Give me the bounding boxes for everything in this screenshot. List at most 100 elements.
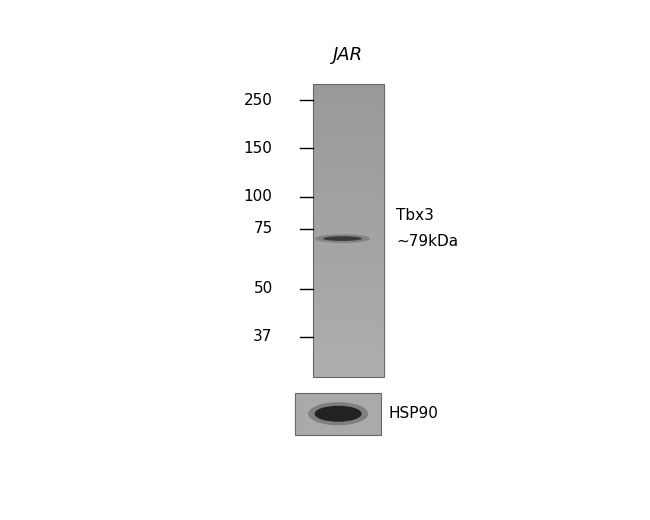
Bar bbox=[313, 148, 384, 150]
Bar bbox=[313, 224, 384, 226]
Bar bbox=[313, 362, 384, 363]
Bar bbox=[313, 331, 384, 333]
Bar bbox=[313, 199, 384, 200]
Bar bbox=[313, 132, 384, 133]
Bar bbox=[313, 272, 384, 274]
Bar bbox=[313, 350, 384, 352]
Bar bbox=[313, 190, 384, 191]
Bar bbox=[313, 117, 384, 119]
Bar bbox=[313, 126, 384, 127]
Bar bbox=[313, 153, 384, 154]
Bar bbox=[313, 213, 384, 214]
Bar bbox=[313, 149, 384, 151]
Bar bbox=[313, 220, 384, 222]
Bar bbox=[313, 367, 384, 368]
Bar bbox=[313, 214, 384, 215]
Text: HSP90: HSP90 bbox=[389, 406, 438, 421]
Bar bbox=[313, 342, 384, 344]
Bar bbox=[313, 241, 384, 242]
Bar bbox=[313, 171, 384, 172]
Bar bbox=[313, 176, 384, 177]
Ellipse shape bbox=[315, 234, 370, 243]
Bar bbox=[313, 346, 384, 347]
Bar bbox=[313, 294, 384, 296]
Bar bbox=[313, 369, 384, 370]
Bar bbox=[313, 295, 384, 297]
Bar bbox=[313, 217, 384, 219]
Bar bbox=[313, 251, 384, 252]
Bar bbox=[313, 128, 384, 129]
Bar bbox=[313, 311, 384, 313]
Bar bbox=[313, 246, 384, 248]
Bar bbox=[313, 140, 384, 142]
Bar bbox=[313, 245, 384, 246]
Bar bbox=[313, 334, 384, 336]
Bar bbox=[313, 160, 384, 161]
Bar bbox=[313, 185, 384, 186]
Bar bbox=[313, 313, 384, 315]
Bar bbox=[313, 170, 384, 171]
Bar bbox=[313, 218, 384, 220]
Bar bbox=[313, 225, 384, 227]
Bar bbox=[313, 156, 384, 158]
Bar bbox=[313, 329, 384, 330]
Bar bbox=[313, 323, 384, 324]
Bar bbox=[313, 92, 384, 93]
Bar bbox=[313, 166, 384, 167]
Bar bbox=[313, 230, 384, 231]
Bar bbox=[313, 273, 384, 275]
Bar bbox=[313, 84, 384, 85]
Bar bbox=[313, 159, 384, 160]
Bar bbox=[313, 307, 384, 308]
Bar bbox=[313, 296, 384, 298]
Bar bbox=[313, 103, 384, 105]
Bar bbox=[313, 290, 384, 291]
Bar bbox=[313, 165, 384, 166]
Bar bbox=[313, 255, 384, 257]
Bar bbox=[313, 113, 384, 114]
Bar bbox=[313, 151, 384, 153]
Bar bbox=[313, 328, 384, 329]
Bar bbox=[313, 139, 384, 140]
Bar bbox=[313, 365, 384, 366]
Bar bbox=[313, 177, 384, 178]
Bar bbox=[313, 219, 384, 221]
Bar bbox=[313, 262, 384, 263]
Bar bbox=[313, 327, 384, 328]
Bar bbox=[313, 146, 384, 147]
Bar bbox=[313, 275, 384, 276]
Bar bbox=[313, 107, 384, 108]
Bar bbox=[313, 195, 384, 197]
Bar bbox=[313, 343, 384, 345]
Bar bbox=[313, 289, 384, 290]
Ellipse shape bbox=[308, 402, 368, 425]
Bar bbox=[313, 137, 384, 138]
Bar bbox=[313, 226, 384, 228]
Bar bbox=[313, 348, 384, 349]
Bar bbox=[313, 105, 384, 106]
Bar bbox=[313, 175, 384, 176]
Bar bbox=[313, 258, 384, 260]
Bar bbox=[313, 167, 384, 168]
Bar bbox=[313, 141, 384, 143]
Bar bbox=[313, 157, 384, 159]
Bar bbox=[313, 291, 384, 292]
Bar bbox=[313, 332, 384, 334]
Bar bbox=[313, 189, 384, 191]
Bar bbox=[313, 283, 384, 284]
Text: 150: 150 bbox=[244, 141, 273, 156]
Bar bbox=[313, 197, 384, 199]
Bar bbox=[313, 359, 384, 360]
Bar bbox=[313, 194, 384, 196]
Bar bbox=[313, 330, 384, 331]
Bar bbox=[313, 333, 384, 335]
Bar bbox=[313, 349, 384, 350]
Bar bbox=[313, 169, 384, 170]
Bar bbox=[313, 85, 384, 86]
Bar bbox=[313, 297, 384, 299]
Bar bbox=[313, 317, 384, 318]
Bar bbox=[313, 88, 384, 89]
Bar bbox=[313, 250, 384, 251]
Bar bbox=[313, 361, 384, 362]
Bar bbox=[313, 257, 384, 259]
